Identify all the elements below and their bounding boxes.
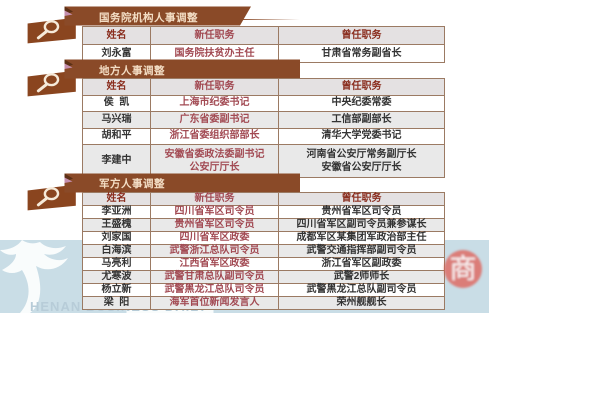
svg-text:商: 商	[450, 254, 477, 284]
